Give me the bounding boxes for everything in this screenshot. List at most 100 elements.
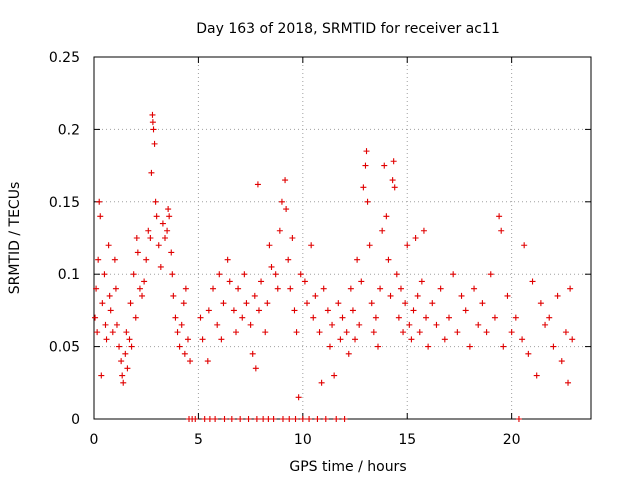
data-point — [391, 184, 398, 191]
data-point — [393, 271, 400, 278]
data-point — [247, 321, 254, 328]
data-point — [550, 343, 557, 350]
data-point — [508, 329, 515, 336]
data-point — [341, 416, 348, 422]
data-point — [120, 379, 127, 386]
data-point — [252, 365, 259, 372]
y-tick-label: 0.2 — [58, 122, 80, 138]
data-point — [498, 227, 505, 234]
data-point — [462, 307, 469, 314]
data-point — [116, 343, 123, 350]
data-point — [107, 307, 114, 314]
data-point — [454, 329, 461, 336]
data-point — [112, 285, 119, 292]
data-point — [354, 256, 361, 263]
data-point — [402, 300, 409, 307]
data-point — [214, 321, 221, 328]
data-point — [276, 227, 283, 234]
data-point — [358, 278, 365, 285]
data-point — [483, 329, 490, 336]
data-point — [251, 292, 258, 299]
data-point — [176, 343, 183, 350]
data-point — [109, 329, 116, 336]
data-point — [210, 285, 217, 292]
y-tick-label: 0.15 — [49, 195, 80, 211]
data-point — [316, 329, 323, 336]
data-point — [95, 256, 102, 263]
data-point — [218, 336, 225, 343]
data-point — [192, 416, 199, 422]
x-tick-label: 0 — [90, 432, 99, 448]
data-point — [274, 285, 281, 292]
data-point — [149, 111, 156, 118]
data-point — [308, 242, 315, 249]
data-point — [266, 242, 273, 249]
data-point — [533, 372, 540, 379]
data-point — [370, 329, 377, 336]
data-point — [333, 416, 340, 422]
data-point — [475, 321, 482, 328]
data-point — [165, 206, 172, 213]
data-point — [519, 336, 526, 343]
data-point — [525, 350, 532, 357]
data-point — [326, 343, 333, 350]
data-point — [221, 416, 228, 422]
data-point — [406, 321, 413, 328]
data-point — [224, 256, 231, 263]
data-point — [297, 271, 304, 278]
data-point — [122, 350, 129, 357]
data-point — [101, 271, 108, 278]
y-tick-label: 0.1 — [58, 267, 80, 283]
data-point — [132, 314, 139, 321]
data-point — [423, 314, 430, 321]
data-point — [450, 271, 457, 278]
data-point — [310, 314, 317, 321]
data-point — [139, 292, 146, 299]
data-point — [184, 336, 191, 343]
data-point — [352, 336, 359, 343]
data-point — [106, 292, 113, 299]
data-point — [366, 242, 373, 249]
data-point — [148, 169, 155, 176]
data-point — [99, 300, 106, 307]
data-point — [363, 148, 370, 155]
data-point — [92, 314, 99, 321]
data-point — [381, 162, 388, 169]
data-point — [159, 220, 166, 227]
data-point — [339, 314, 346, 321]
data-point — [141, 278, 148, 285]
data-point — [155, 242, 162, 249]
data-point — [187, 358, 194, 365]
grid — [94, 57, 591, 419]
data-point — [377, 285, 384, 292]
data-point — [558, 358, 565, 365]
data-point — [291, 307, 298, 314]
data-point — [180, 300, 187, 307]
data-point — [362, 162, 369, 169]
data-point — [118, 358, 125, 365]
data-point — [335, 300, 342, 307]
data-point — [500, 343, 507, 350]
axis-ticks: 0 0.05 0.1 0.15 0.2 0.25 0 5 10 15 20 — [49, 50, 591, 448]
data-point — [201, 416, 208, 422]
data-point — [226, 278, 233, 285]
data-point — [264, 300, 271, 307]
data-point — [295, 394, 302, 401]
data-point — [172, 314, 179, 321]
data-point — [235, 285, 242, 292]
data-point — [119, 372, 126, 379]
data-point — [126, 336, 133, 343]
data-point — [410, 307, 417, 314]
data-point — [429, 300, 436, 307]
data-point — [168, 249, 175, 256]
plot-frame — [93, 56, 592, 420]
data-point — [379, 227, 386, 234]
data-point — [537, 300, 544, 307]
data-point — [143, 256, 150, 263]
data-point — [127, 300, 134, 307]
data-point — [147, 235, 154, 241]
data-point — [279, 416, 286, 422]
data-point — [395, 314, 402, 321]
data-point — [554, 292, 561, 299]
x-tick-label: 5 — [194, 432, 203, 448]
